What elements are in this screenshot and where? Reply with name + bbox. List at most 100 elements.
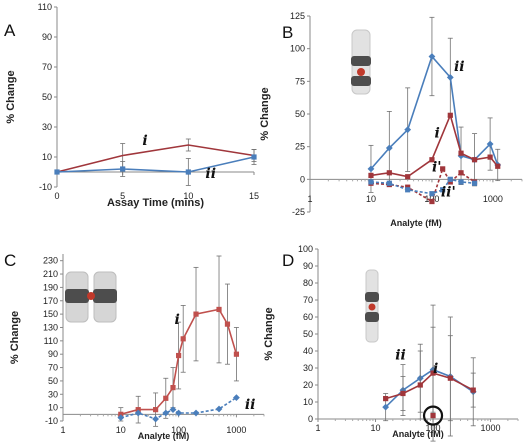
y-tick-label: 30 [42,122,52,132]
data-point [430,413,436,419]
data-point [400,390,406,397]
y-tick-label: 30 [48,389,58,399]
data-point [134,409,142,417]
series-line [385,372,474,400]
y-axis-title: % Change [5,70,17,123]
series-1 [117,394,240,423]
data-point [367,165,375,173]
y-tick-label: 20 [303,380,313,390]
x-tick-label: 1000 [226,425,246,435]
y-tick-label: 100 [298,244,313,254]
data-point [404,126,412,134]
series-0 [56,138,257,173]
data-point [447,112,453,118]
analyte-dot-icon [87,292,95,300]
data-point [405,184,411,190]
y-tick-label: 75 [295,76,305,86]
data-point [233,351,240,357]
data-point [368,172,374,179]
y-tick-label: -10 [45,416,58,426]
data-point [224,321,231,327]
y-tick-label: 80 [303,278,313,288]
x-tick-label: 10 [183,191,193,201]
series-annotation: i [434,126,439,142]
data-point [385,144,393,152]
data-point [163,395,169,401]
data-point [471,180,478,186]
panel-letter: D [282,251,294,270]
analyte-dot-icon [357,68,365,76]
x-tick-label: 10 [366,194,376,204]
series-annotation: i [433,361,438,377]
data-point [233,394,240,402]
y-tick-label: 130 [43,322,58,332]
y-axis-title: % Change [263,307,275,360]
data-point [429,157,435,163]
data-point [429,191,435,197]
y-tick-label: 170 [43,296,58,306]
data-point [383,396,389,402]
data-point [428,53,436,60]
x-tick-label: 1000 [483,194,503,204]
series-line [56,156,255,173]
series-3 [368,176,478,197]
y-tick-label: 125 [290,11,305,21]
y-tick-label: -10 [39,182,52,192]
panel-a: -10 10 30 50 70 90 110 0 5 10 15 A % Change Assay Tim… [4,2,259,209]
series-annotation: ii' [441,184,456,200]
data-point [486,140,494,148]
panel-letter: C [4,251,16,270]
y-tick-label: 40 [303,346,313,356]
x-axis-title: Analyte (fM) [138,431,190,441]
y-tick-label: 110 [38,2,52,12]
data-point [251,154,257,160]
y-tick-label: 70 [303,295,313,305]
y-tick-label: 30 [303,363,313,373]
data-point [386,170,392,176]
y-axis-title: % Change [259,87,271,140]
data-point [405,174,411,180]
y-tick-label: 10 [48,403,58,413]
sensor-illustration [65,271,117,323]
y-tick-label: 60 [303,312,313,322]
data-point [180,336,186,342]
series-2 [368,166,478,205]
data-point [185,169,191,175]
data-point [440,166,446,172]
series-1 [368,112,501,180]
data-point [446,74,454,81]
y-axis-title: % Change [9,311,21,364]
data-point [447,176,453,182]
y-tick-label: 70 [42,62,52,72]
y-tick-label: -25 [292,207,305,217]
data-point [192,409,200,417]
data-point [193,311,199,317]
series-annotation: ii [205,166,216,182]
y-tick-label: 10 [42,152,52,162]
x-tick-label: 100 [171,425,186,435]
data-point [368,179,374,185]
y-tick-label: 210 [43,269,58,279]
sensor-illustration [365,269,379,343]
data-point [176,352,182,359]
x-tick-label: 10 [116,425,126,435]
data-point [471,157,478,163]
x-tick-label: 0 [54,191,59,201]
y-tick-label: 230 [43,256,58,266]
series-annotation: i [175,312,180,328]
panel-letter: A [4,21,16,40]
x-tick-label: 1 [315,423,320,433]
y-tick-label: 0 [308,414,313,424]
data-point [153,407,159,413]
x-axis-title: Analyte (fM) [390,218,442,228]
y-tick-label: 100 [290,44,305,54]
data-point [470,387,476,393]
data-point [487,154,493,160]
x-tick-label: 1 [307,194,312,204]
series-annotation: ii [454,59,465,75]
y-tick-label: 90 [303,261,313,271]
y-tick-label: 110 [44,336,58,346]
